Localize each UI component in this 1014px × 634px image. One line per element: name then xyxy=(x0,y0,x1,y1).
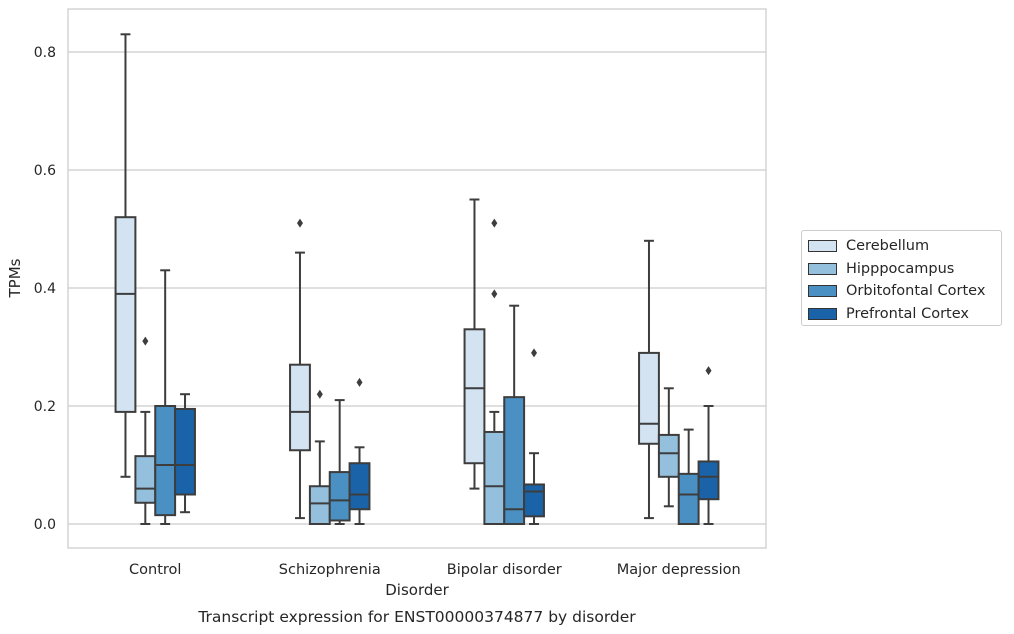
plot-area-frame xyxy=(67,8,767,549)
box-element xyxy=(657,387,680,508)
legend-item: Cerebellum xyxy=(808,235,1001,258)
box-element xyxy=(289,218,311,520)
legend-item: Hipppocampus xyxy=(808,258,1001,281)
legend-label: Orbitofontal Cortex xyxy=(846,283,986,300)
outlier-point xyxy=(296,218,303,228)
outlier-point xyxy=(316,389,323,399)
box-element xyxy=(638,239,660,520)
outlier-point xyxy=(531,348,538,358)
x-tick-labels: Control Schizophrenia Bipolar disorder Majo… xyxy=(129,562,741,578)
outlier-point xyxy=(491,218,498,228)
box-element xyxy=(677,428,700,526)
box-element xyxy=(483,218,506,525)
y-tick-label: 0.2 xyxy=(34,399,56,415)
legend-label: Cerebellum xyxy=(846,238,930,255)
legend: Cerebellum Hipppocampus Orbitofontal Cor… xyxy=(801,230,1002,326)
box-element xyxy=(308,389,331,525)
x-tick-label: Bipolar disorder xyxy=(447,562,562,578)
box xyxy=(677,472,700,526)
box xyxy=(154,405,177,517)
box xyxy=(638,351,660,445)
box-element xyxy=(154,269,177,525)
box xyxy=(483,430,506,525)
box xyxy=(174,407,196,496)
x-tick-label: Schizophrenia xyxy=(279,562,381,578)
y-tick-label: 0.4 xyxy=(34,281,56,297)
box-groups xyxy=(114,33,720,526)
legend-label: Hipppocampus xyxy=(846,260,955,277)
y-axis-label: TPMs xyxy=(6,258,24,298)
x-tick-label: Control xyxy=(129,562,181,578)
outlier-point xyxy=(491,289,498,299)
box xyxy=(503,396,526,525)
x-axis-label: Disorder xyxy=(385,581,449,599)
box-element xyxy=(348,377,371,525)
box xyxy=(134,455,157,504)
outlier-point xyxy=(142,336,149,346)
box xyxy=(657,433,680,478)
box-element xyxy=(697,366,720,525)
legend-swatch-orbitofrontal-cortex xyxy=(808,285,837,298)
legend-item: Prefrontal Cortex xyxy=(808,303,1001,326)
box xyxy=(289,363,311,452)
box-element xyxy=(328,399,351,525)
legend-label: Prefrontal Cortex xyxy=(846,305,969,322)
box xyxy=(348,462,371,511)
box-element xyxy=(174,393,196,514)
outlier-point xyxy=(705,366,712,376)
box-element xyxy=(463,198,486,490)
box xyxy=(328,471,351,522)
y-tick-label: 0.8 xyxy=(34,45,56,61)
legend-swatch-hippocampus xyxy=(808,262,837,275)
outlier-point xyxy=(356,377,363,387)
y-tick-labels: 0.0 0.2 0.4 0.6 0.8 xyxy=(34,45,56,533)
box-element xyxy=(134,336,157,525)
box-element xyxy=(114,33,137,478)
y-tick-label: 0.6 xyxy=(34,163,56,179)
legend-swatch-prefrontal-cortex xyxy=(808,307,837,320)
box xyxy=(463,328,486,465)
x-tick-label: Major depression xyxy=(617,562,741,578)
legend-swatch-cerebellum xyxy=(808,240,837,253)
y-tick-label: 0.0 xyxy=(34,517,56,533)
box xyxy=(697,460,720,501)
box-element xyxy=(503,304,526,525)
box xyxy=(114,216,137,413)
box xyxy=(308,485,331,525)
box xyxy=(523,483,545,518)
legend-item: Orbitofontal Cortex xyxy=(808,280,1001,303)
box-element xyxy=(523,348,545,525)
chart-title: Transcript expression for ENST0000037487… xyxy=(197,608,636,626)
